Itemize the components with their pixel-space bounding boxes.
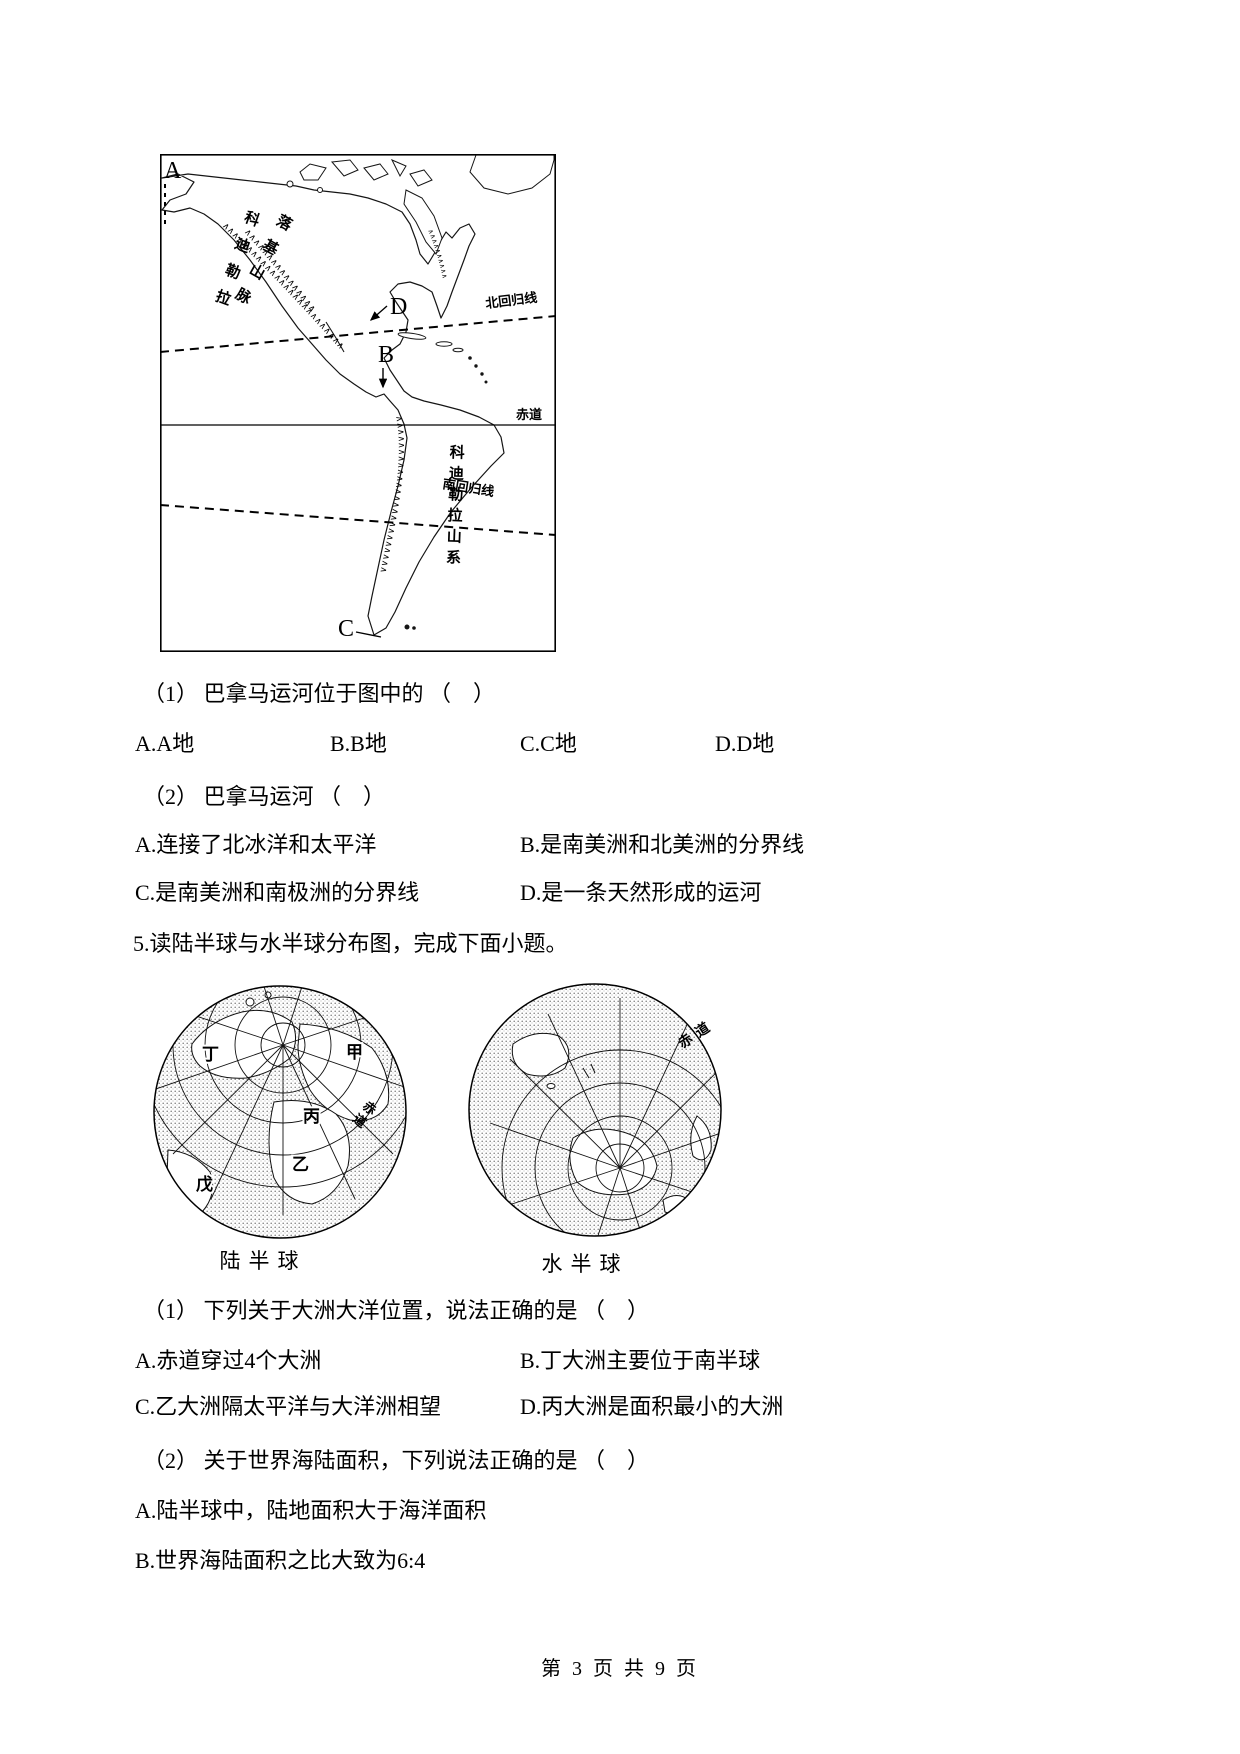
globe-rim <box>153 985 407 1239</box>
q5-sub2-option-b: B.世界海陆面积之比大致为6:4 <box>135 1548 426 1573</box>
label-jia: 甲 <box>346 1043 363 1062</box>
water-globe-caption: 水半球 <box>541 1252 629 1276</box>
caribbean-islands <box>397 332 488 630</box>
tropic-of-cancer-label: 北回归线 <box>485 290 538 311</box>
label-ding: 丁 <box>202 1045 219 1064</box>
marker-b: B <box>378 342 394 368</box>
baja-peninsula <box>325 321 345 353</box>
tropic-of-capricorn-line <box>160 504 556 536</box>
q4-sub1-option-d: D.D地 <box>715 731 775 756</box>
cordillera-sa-label: 科迪勒拉山系 <box>443 444 464 571</box>
label-wu: 戊 <box>196 1174 213 1194</box>
q4-sub2-stem: （2） 巴拿马运河 （ ） <box>143 784 386 809</box>
q4-sub1-stem: （1） 巴拿马运河位于图中的 （ ） <box>143 681 496 706</box>
marker-a: A <box>164 158 182 184</box>
marker-c: C <box>338 616 354 642</box>
page-number: 第 3 页 共 9 页 <box>541 1658 699 1680</box>
q4-sub1-option-a: A.A地 <box>135 731 195 756</box>
land-globe-caption: 陆半球 <box>219 1249 307 1273</box>
q4-sub2-option-c: C.是南美洲和南极洲的分界线 <box>135 880 420 905</box>
q4-sub2-option-b: B.是南美洲和北美洲的分界线 <box>520 832 805 857</box>
map-frame <box>160 154 556 652</box>
q5-sub2-option-a: A.陆半球中，陆地面积大于海洋面积 <box>135 1498 487 1523</box>
americas-coastline <box>161 173 505 636</box>
q5-sub2-stem: （2） 关于世界海陆面积，下列说法正确的是 （ ） <box>143 1448 650 1473</box>
arctic-islands <box>286 154 555 255</box>
americas-map-svg: ∧∧∧∧∧∧∧∧∧∧∧∧∧∧∧∧∧∧∧∧∧∧∧ ∧∧ ∧ ∧∧∧∧∧∧∧∧∧∧∧∧∧… <box>160 154 556 652</box>
marker-c-line <box>355 631 382 638</box>
americas-map-figure: ∧∧∧∧∧∧∧∧∧∧∧∧∧∧∧∧∧∧∧∧∧∧∧ ∧∧ ∧ ∧∧∧∧∧∧∧∧∧∧∧∧∧… <box>160 154 556 652</box>
marker-d-arrow <box>369 305 388 321</box>
globe-rim <box>468 983 722 1237</box>
q4-sub2-option-d: D.是一条天然形成的运河 <box>520 880 762 905</box>
q5-sub1-option-a: A.赤道穿过4个大洲 <box>135 1348 322 1373</box>
label-yi: 乙 <box>292 1155 309 1174</box>
q4-sub2-option-a: A.连接了北冰洋和太平洋 <box>135 832 377 857</box>
tropic-of-cancer-line <box>160 315 556 353</box>
q5-sub1-option-d: D.丙大洲是面积最小的大洲 <box>520 1394 784 1419</box>
q5-sub1-stem: （1） 下列关于大洲大洋位置，说法正确的是 （ ） <box>143 1298 650 1323</box>
equator-label: 赤道 <box>516 407 542 422</box>
land-hemisphere-globe: 丁 甲 丙 乙 戊 <box>153 985 407 1239</box>
q5-intro: 5.读陆半球与水半球分布图，完成下面小题。 <box>133 931 568 956</box>
label-bing: 丙 <box>303 1107 320 1126</box>
q5-sub1-option-b: B.丁大洲主要位于南半球 <box>520 1348 761 1373</box>
q4-sub1-option-c: C.C地 <box>520 731 577 756</box>
q5-sub1-option-c: C.乙大洲隔太平洋与大洋洲相望 <box>135 1394 442 1419</box>
marker-d: D <box>390 294 407 320</box>
water-hemisphere-globe <box>468 983 722 1237</box>
q4-sub1-option-b: B.B地 <box>330 731 387 756</box>
